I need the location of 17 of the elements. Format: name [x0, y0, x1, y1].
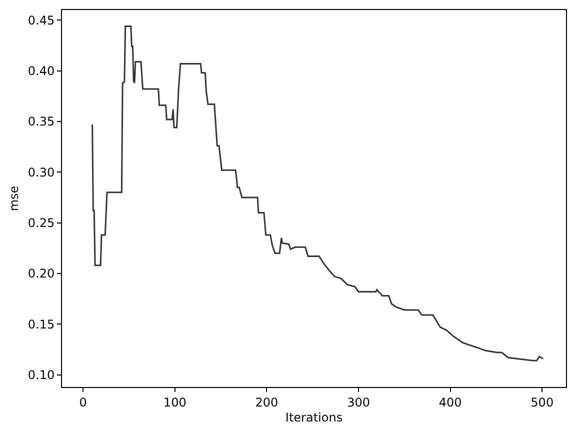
x-tick-label: 300: [347, 395, 370, 410]
x-axis-title: Iterations: [285, 410, 343, 424]
line-series: [92, 25, 544, 362]
y-tick-label: 0.40: [28, 64, 55, 78]
y-tick-label: 0.10: [28, 368, 55, 382]
y-tick-label: 0.15: [28, 317, 55, 332]
x-tick-label: 200: [255, 395, 278, 410]
x-tick-label: 400: [438, 395, 462, 410]
y-tick-label: 0.45: [28, 13, 55, 28]
y-axis-title: mse: [7, 186, 22, 212]
y-tick-label: 0.25: [28, 216, 55, 230]
y-tick-label: 0.35: [28, 114, 55, 129]
x-tick-label: 0: [79, 395, 87, 410]
x-tick-label: 100: [163, 395, 186, 410]
y-tick-label: 0.20: [28, 266, 55, 281]
y-tick-label: 0.30: [28, 165, 55, 180]
x-tick-label: 500: [530, 395, 554, 410]
